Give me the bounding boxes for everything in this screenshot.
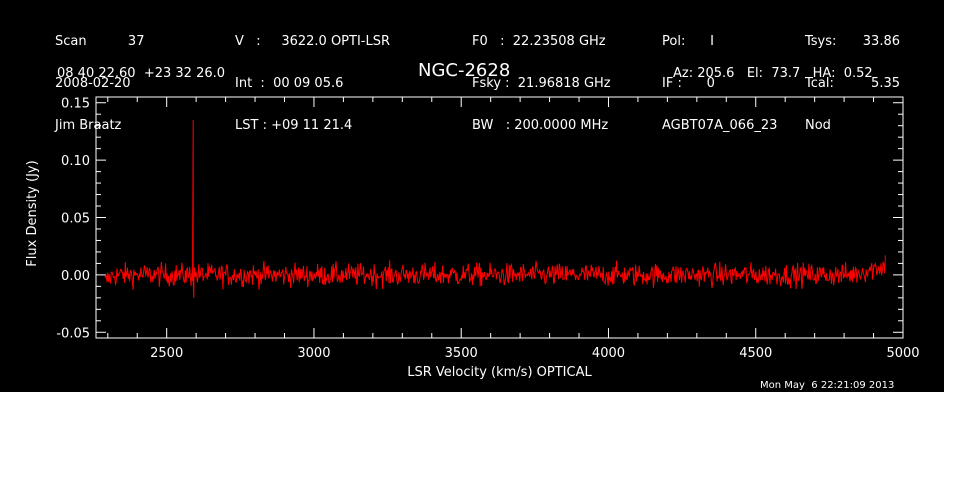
header-pol-block: Pol: I IF : 0 AGBT07A_066_23 (662, 7, 777, 161)
x-tick-label: 5000 (886, 346, 919, 361)
project-label: AGBT07A_066_23 (662, 118, 778, 133)
tcal-label: Tcal: (805, 76, 834, 91)
y-tick-label: 0.00 (61, 269, 90, 284)
x-tick-label: 4500 (739, 346, 772, 361)
plot-frame (95, 96, 904, 339)
x-axis-label: LSR Velocity (km/s) OPTICAL (407, 365, 592, 380)
y-tick-label: 0.10 (61, 154, 90, 169)
pointing-label: Az: 205.6 El: 73.7 HA: 0.52 (673, 66, 873, 81)
scan-label: Scan 37 (55, 34, 145, 49)
tsys-label: Tsys: (805, 34, 837, 49)
header-frequency-block: F0 : 22.23508 GHz Fsky : 21.96818 GHz BW… (472, 7, 611, 161)
if-label: IF : 0 (662, 76, 715, 91)
tsys-value: 33.86 (862, 34, 900, 49)
x-tick-label: 3000 (297, 346, 330, 361)
y-tick-label: 0.05 (61, 212, 90, 227)
date-label: 2008-02-20 (55, 76, 131, 91)
tcal-value: 5.35 (871, 76, 900, 91)
source-name: NGC-2628 (418, 60, 511, 81)
header-tsys-values: 33.86 5.35 (860, 7, 900, 147)
timestamp-label: Mon May 6 22:21:09 2013 (760, 380, 895, 391)
integration-label: Int : 00 09 05.6 (235, 76, 344, 91)
bandwidth-label: BW : 200.0000 MHz (472, 118, 609, 133)
rest-frequency-label: F0 : 22.23508 GHz (472, 34, 606, 49)
y-axis-label: Flux Density (Jy) (25, 160, 40, 266)
coordinates-label: 08 40 22.60 +23 32 26.0 (57, 66, 226, 81)
y-tick-label: -0.05 (56, 326, 90, 341)
header-tsys-block: Tsys: Tcal: Nod (805, 7, 836, 161)
spectrum-plot: 2500 3000 3500 4000 4500 5000 -0.05 0.00 0.05 0.1… (25, 96, 920, 380)
switching-mode-label: Nod (805, 118, 831, 133)
header-scan-block: Scan 37 2008-02-20 Jim Braatz (55, 7, 144, 161)
spectrum-series-line (104, 119, 886, 298)
header-velocity-block: V : 3622.0 OPTI-LSR Int : 00 09 05.6 LST… (235, 7, 390, 161)
y-tick-label: 0.15 (61, 97, 90, 112)
x-tick-label: 3500 (445, 346, 478, 361)
lst-label: LST : +09 11 21.4 (235, 118, 353, 133)
pol-label: Pol: I (662, 34, 714, 49)
velocity-label: V : 3622.0 OPTI-LSR (235, 34, 391, 49)
plot-window: Scan 37 2008-02-20 Jim Braatz V : 3622.0… (0, 0, 944, 392)
sky-frequency-label: Fsky : 21.96818 GHz (472, 76, 611, 91)
x-tick-label: 4000 (592, 346, 625, 361)
x-tick-label: 2500 (150, 346, 183, 361)
